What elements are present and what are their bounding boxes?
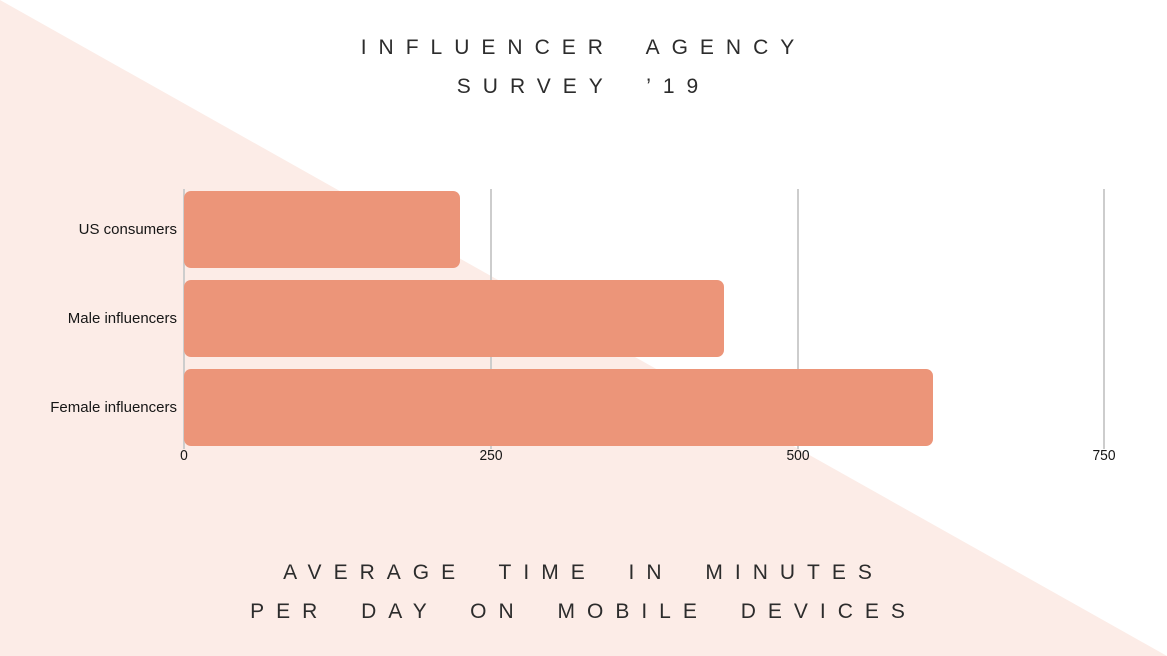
category-label: US consumers xyxy=(78,220,177,238)
gridline-750 xyxy=(1103,189,1106,449)
bar-us-consumers xyxy=(184,191,461,268)
x-axis-tick-label: 500 xyxy=(786,447,810,464)
x-axis-tick-label: 750 xyxy=(1092,447,1116,464)
chart-title-line-1: INFLUENCER AGENCY xyxy=(360,36,807,59)
x-axis-tick-label: 0 xyxy=(180,447,188,464)
chart-caption-line-2: PER DAY ON MOBILE DEVICES xyxy=(250,600,917,623)
chart-caption: AVERAGE TIME IN MINUTES PER DAY ON MOBIL… xyxy=(0,553,1167,631)
category-label: Male influencers xyxy=(67,309,177,327)
chart-title-line-2: SURVEY ’19 xyxy=(456,75,711,98)
bar-male-influencers xyxy=(184,280,724,357)
gridline-500 xyxy=(796,189,799,449)
bar-female-influencers xyxy=(184,369,933,446)
x-axis-tick-label: 250 xyxy=(479,447,503,464)
chart-title: INFLUENCER AGENCY SURVEY ’19 xyxy=(0,28,1167,106)
category-label: Female influencers xyxy=(50,398,177,416)
chart-caption-line-1: AVERAGE TIME IN MINUTES xyxy=(283,561,884,584)
